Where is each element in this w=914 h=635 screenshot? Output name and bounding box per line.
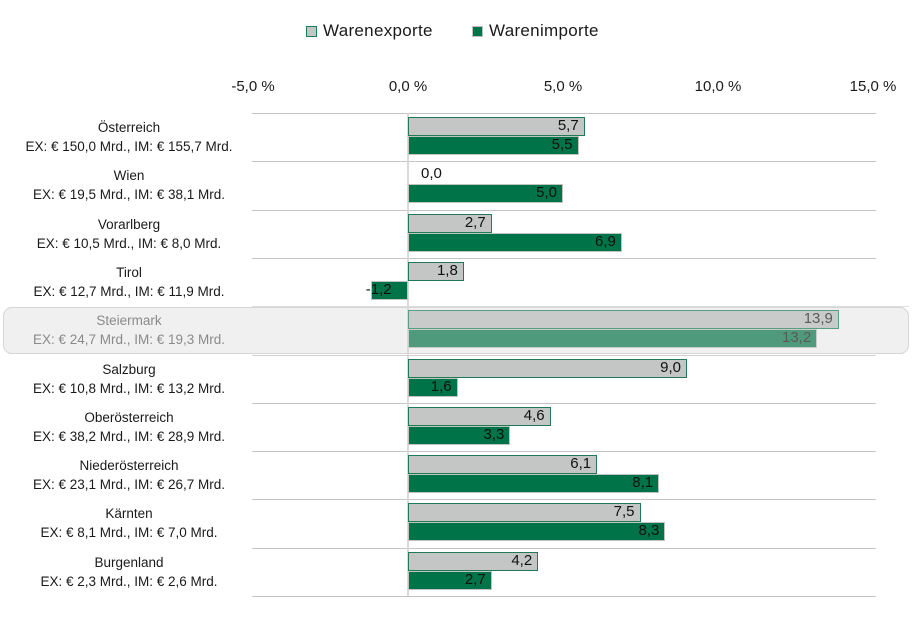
- category-label: Vorarlberg EX: € 10,5 Mrd., IM: € 8,0 Mrd…: [0, 215, 258, 253]
- category-label: Wien EX: € 19,5 Mrd., IM: € 38,1 Mrd.: [0, 166, 258, 204]
- x-tick-label: 15,0 %: [849, 78, 897, 95]
- category-detail: EX: € 24,7 Mrd., IM: € 19,3 Mrd.: [32, 332, 226, 348]
- legend-item-exports[interactable]: Warenexporte: [306, 19, 433, 43]
- export-bar[interactable]: [408, 551, 539, 571]
- row-separator: [252, 113, 876, 114]
- import-bar[interactable]: [408, 232, 622, 252]
- row-separator: [252, 161, 876, 163]
- category-detail: EX: € 10,5 Mrd., IM: € 8,0 Mrd.: [36, 235, 222, 251]
- export-value-label: 4,6: [523, 406, 545, 424]
- category-name: Burgenland: [94, 554, 164, 570]
- category-label: Salzburg EX: € 10,8 Mrd., IM: € 13,2 Mrd.: [0, 360, 258, 398]
- export-bar[interactable]: [408, 117, 585, 136]
- category-name: Steiermark: [96, 313, 162, 329]
- export-value-label: 4,2: [511, 551, 533, 569]
- category-detail: EX: € 2,3 Mrd., IM: € 2,6 Mrd.: [40, 573, 218, 589]
- category-label: Burgenland EX: € 2,3 Mrd., IM: € 2,6 Mrd.: [0, 553, 258, 591]
- category-name: Kärnten: [105, 506, 153, 522]
- category-detail: EX: € 8,1 Mrd., IM: € 7,0 Mrd.: [40, 525, 218, 541]
- category-detail: EX: € 23,1 Mrd., IM: € 26,7 Mrd.: [32, 477, 226, 493]
- category-name: Oberösterreich: [84, 409, 174, 425]
- export-value-label: 5,7: [557, 117, 579, 134]
- row-separator: [252, 547, 876, 549]
- import-bar[interactable]: [408, 474, 660, 494]
- category-detail: EX: € 150,0 Mrd., IM: € 155,7 Mrd.: [25, 139, 233, 154]
- export-value-label: 0,0: [421, 165, 442, 183]
- import-bar[interactable]: [408, 329, 818, 349]
- row-separator: [252, 596, 876, 597]
- export-bar[interactable]: [408, 406, 551, 426]
- category-name: Salzburg: [102, 361, 156, 377]
- x-tick-label: -5,0 %: [231, 78, 275, 95]
- row-separator: [252, 402, 876, 404]
- import-bar[interactable]: [408, 570, 492, 590]
- category-label: Tirol EX: € 12,7 Mrd., IM: € 11,9 Mrd.: [0, 263, 258, 301]
- import-value-label: 2,7: [464, 570, 486, 588]
- category-detail: EX: € 12,7 Mrd., IM: € 11,9 Mrd.: [33, 283, 225, 299]
- import-value-label: -1,2: [365, 280, 392, 298]
- import-value-label: 1,6: [430, 377, 452, 395]
- import-bar[interactable]: [408, 184, 563, 204]
- category-label: Österreich EX: € 150,0 Mrd., IM: € 155,7 …: [0, 118, 258, 156]
- import-bar[interactable]: [408, 136, 579, 155]
- export-value-label: 9,0: [660, 358, 681, 376]
- import-value-label: 5,5: [551, 136, 573, 153]
- legend: Warenexporte Warenimporte: [0, 19, 914, 43]
- import-value-label: 13,2: [781, 329, 812, 347]
- import-value-label: 6,9: [595, 232, 616, 250]
- category-detail: EX: € 19,5 Mrd., IM: € 38,1 Mrd.: [32, 187, 226, 203]
- row-separator: [252, 306, 909, 308]
- legend-item-imports[interactable]: Warenimporte: [472, 19, 599, 43]
- export-value-label: 7,5: [613, 503, 635, 521]
- export-bar[interactable]: [408, 455, 598, 475]
- x-tick-label: 5,0 %: [543, 78, 583, 95]
- category-name: Niederösterreich: [79, 458, 179, 474]
- import-value-label: 8,1: [632, 474, 654, 492]
- x-tick-label: 0,0 %: [388, 78, 428, 95]
- export-value-label: 13,9: [803, 310, 833, 328]
- category-name: Tirol: [116, 264, 142, 280]
- legend-swatch-imports: [472, 25, 483, 37]
- import-bar[interactable]: [408, 425, 511, 445]
- export-bar[interactable]: [408, 358, 687, 378]
- category-detail: EX: € 10,8 Mrd., IM: € 13,2 Mrd.: [32, 380, 226, 396]
- category-detail: EX: € 38,2 Mrd., IM: € 28,9 Mrd.: [32, 428, 226, 444]
- export-value-label: 2,7: [464, 213, 486, 231]
- row-separator: [252, 354, 876, 356]
- legend-swatch-exports: [306, 25, 317, 37]
- row-separator: [252, 451, 876, 453]
- zero-axis-line: [407, 113, 409, 596]
- import-value-label: 3,3: [483, 425, 505, 443]
- row-separator: [252, 257, 876, 259]
- category-label: Kärnten EX: € 8,1 Mrd., IM: € 7,0 Mrd.: [0, 504, 258, 542]
- import-bar[interactable]: [408, 377, 458, 397]
- export-bar[interactable]: [408, 503, 641, 523]
- export-value-label: 6,1: [570, 455, 592, 473]
- export-bar[interactable]: [408, 213, 492, 233]
- row-separator: [252, 209, 876, 211]
- import-value-label: 5,0: [536, 184, 557, 202]
- row-separator: [252, 499, 876, 501]
- import-bar[interactable]: [370, 280, 408, 300]
- export-value-label: 1,8: [436, 261, 458, 279]
- legend-label-imports: Warenimporte: [489, 21, 599, 40]
- export-bar[interactable]: [408, 261, 464, 281]
- category-label: Niederösterreich EX: € 23,1 Mrd., IM: € 2…: [0, 456, 258, 494]
- category-label: Oberösterreich EX: € 38,2 Mrd., IM: € 28,…: [0, 408, 258, 446]
- category-name: Österreich: [97, 120, 161, 135]
- import-bar[interactable]: [408, 522, 666, 542]
- x-tick-label: 10,0 %: [694, 78, 742, 95]
- category-name: Wien: [113, 168, 145, 184]
- legend-label-exports: Warenexporte: [323, 21, 433, 40]
- category-name: Vorarlberg: [97, 216, 161, 232]
- import-value-label: 8,3: [638, 522, 660, 540]
- export-bar[interactable]: [408, 310, 839, 330]
- category-label: Steiermark EX: € 24,7 Mrd., IM: € 19,3 Mr…: [0, 311, 258, 349]
